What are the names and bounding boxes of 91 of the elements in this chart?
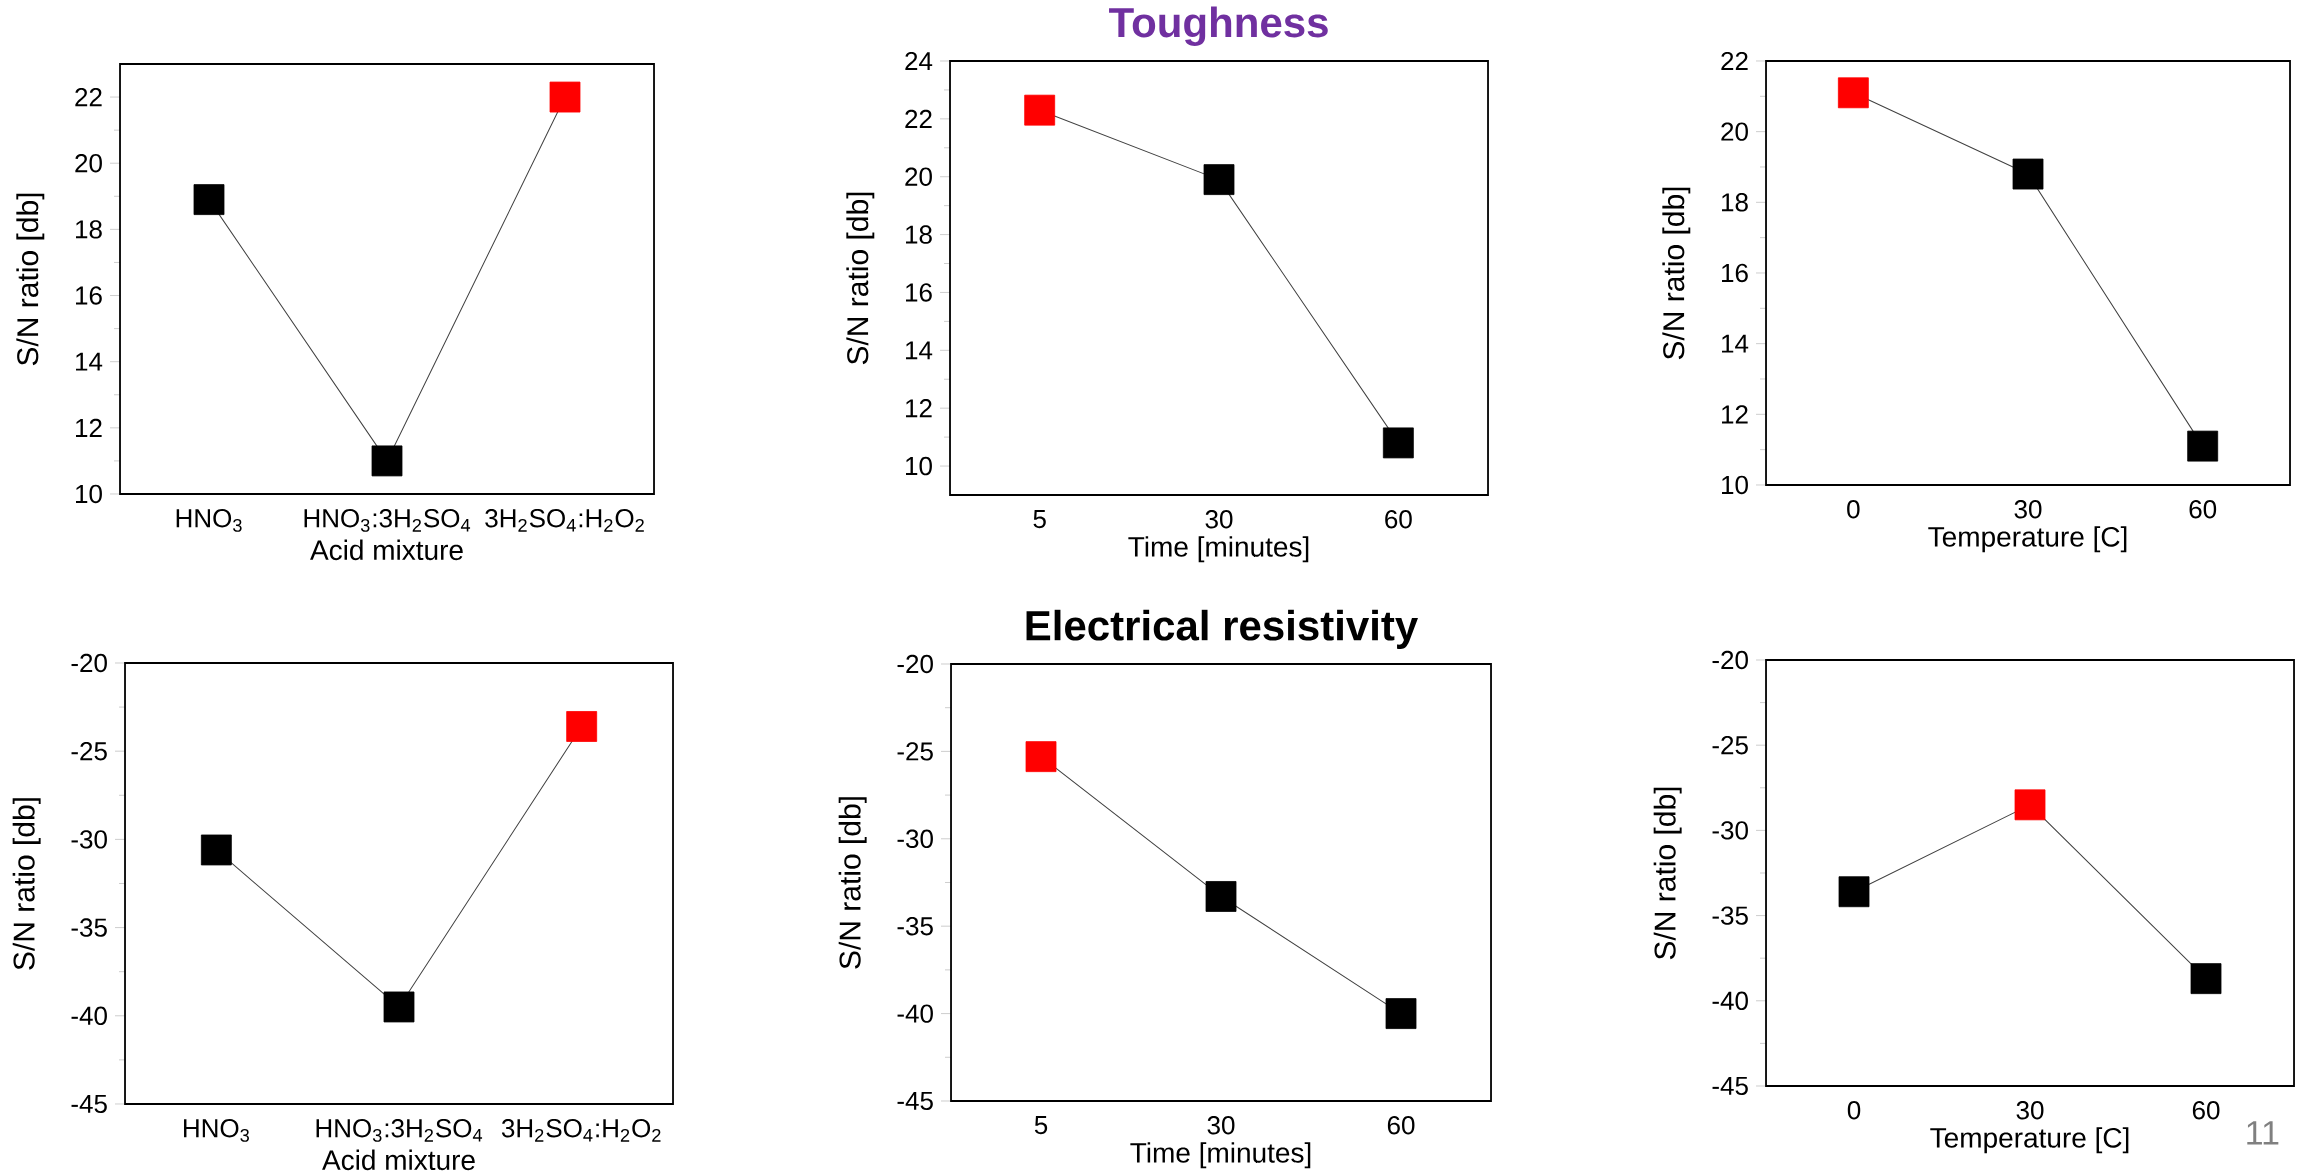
x-tick-label: HNO$_{3}$ bbox=[176, 509, 242, 532]
x-tick-label: 30 bbox=[1205, 510, 1233, 529]
x-tick-label: 3H$_{2}$SO$_{4}$:H$_{2}$O$_{2}$ bbox=[485, 509, 644, 532]
y-tick-label: -45 bbox=[1712, 1076, 1748, 1096]
x-tick-label: 60 bbox=[1387, 1116, 1415, 1135]
point bbox=[1203, 164, 1235, 196]
x-tick-label: HNO$_{3}$ bbox=[184, 1119, 249, 1142]
point bbox=[2190, 963, 2222, 995]
y-tick-label: -30 bbox=[897, 829, 933, 848]
point bbox=[1382, 427, 1414, 459]
y-tick-label: -20 bbox=[897, 654, 933, 674]
y-tick-label: 12 bbox=[76, 418, 102, 437]
y-tick-label: -25 bbox=[897, 742, 933, 761]
y-tick-label: -45 bbox=[897, 1091, 933, 1111]
x-tick-label: 0 bbox=[1847, 1101, 1861, 1120]
y-tick-label: 16 bbox=[1722, 263, 1748, 283]
y-axis-title: S/N ratio [db] bbox=[1662, 187, 1691, 360]
y-tick-label: -35 bbox=[71, 918, 107, 937]
y-tick-label: 18 bbox=[76, 220, 102, 239]
y-tick-label: -40 bbox=[71, 1006, 107, 1025]
y-tick-label: 24 bbox=[905, 51, 933, 71]
x-tick-label: 30 bbox=[2016, 1101, 2044, 1120]
y-tick-label: 14 bbox=[1722, 334, 1749, 353]
point bbox=[200, 834, 232, 866]
x-axis-title: Temperature [C] bbox=[1928, 526, 2127, 553]
x-tick-label: 60 bbox=[1385, 510, 1412, 529]
chart-title: Toughness bbox=[1109, 6, 1328, 46]
x-tick-label: 60 bbox=[2189, 500, 2217, 519]
y-tick-label: 10 bbox=[76, 484, 102, 504]
y-tick-label: 10 bbox=[906, 456, 932, 476]
text: 11 bbox=[2247, 1121, 2279, 1145]
y-tick-label: 18 bbox=[906, 225, 932, 244]
y-tick-label: 12 bbox=[1722, 405, 1748, 424]
y-tick-label: 10 bbox=[1722, 475, 1748, 495]
y-tick-label: -25 bbox=[1712, 735, 1748, 755]
point bbox=[1024, 94, 1056, 126]
point bbox=[1838, 876, 1870, 908]
x-tick-label: HNO$_{3}$:3H$_{2}$SO$_{4}$ bbox=[316, 1119, 483, 1142]
point bbox=[193, 184, 225, 215]
y-tick-label: 22 bbox=[905, 109, 932, 128]
point bbox=[1025, 741, 1057, 773]
x-tick-label: 3H$_{2}$SO$_{4}$:H$_{2}$O$_{2}$ bbox=[501, 1119, 661, 1142]
y-tick-label: 16 bbox=[76, 286, 102, 305]
y-tick-label: 20 bbox=[1721, 122, 1748, 141]
x-axis-title: Acid mixture bbox=[322, 1149, 475, 1171]
y-tick-label: 20 bbox=[75, 154, 102, 173]
y-tick-label: -30 bbox=[71, 830, 107, 849]
point bbox=[1837, 77, 1869, 109]
y-axis-title: S/N ratio [db] bbox=[12, 798, 41, 970]
y-tick-label: 14 bbox=[76, 352, 103, 371]
point bbox=[371, 445, 403, 477]
y-tick-label: -40 bbox=[897, 1004, 933, 1023]
x-tick-label: 5 bbox=[1033, 510, 1046, 529]
y-tick-label: -35 bbox=[1712, 906, 1748, 925]
y-tick-label: 22 bbox=[1721, 51, 1748, 71]
x-tick-label: 60 bbox=[2192, 1101, 2220, 1120]
x-axis-title: Time [minutes] bbox=[1130, 1142, 1311, 1169]
y-tick-label: 12 bbox=[906, 399, 932, 418]
point bbox=[383, 991, 415, 1023]
y-axis-title: S/N ratio [db] bbox=[838, 797, 867, 969]
y-tick-label: 14 bbox=[906, 341, 933, 360]
point bbox=[1385, 998, 1417, 1029]
point bbox=[2012, 158, 2044, 190]
y-tick-label: -40 bbox=[1712, 991, 1748, 1010]
x-tick-label: 0 bbox=[1847, 500, 1860, 519]
x-axis-title: Acid mixture bbox=[310, 539, 463, 561]
x-axis-title: Temperature [C] bbox=[1930, 1127, 2129, 1154]
point bbox=[1205, 881, 1237, 912]
y-tick-label: -45 bbox=[71, 1094, 107, 1114]
y-tick-label: -25 bbox=[71, 741, 107, 761]
point bbox=[549, 81, 581, 113]
y-tick-label: 20 bbox=[905, 167, 932, 186]
point bbox=[2014, 789, 2046, 821]
x-tick-label: 30 bbox=[1207, 1116, 1235, 1135]
x-tick-label: HNO$_{3}$:3H$_{2}$SO$_{4}$ bbox=[304, 509, 471, 532]
y-tick-label: -20 bbox=[71, 653, 107, 673]
y-tick-label: 18 bbox=[1722, 193, 1748, 212]
y-tick-label: -20 bbox=[1712, 650, 1748, 670]
y-axis-title: S/N ratio [db] bbox=[16, 193, 45, 366]
y-tick-label: 16 bbox=[906, 283, 932, 302]
y-tick-label: 22 bbox=[75, 87, 102, 107]
x-tick-label: 5 bbox=[1034, 1116, 1048, 1135]
y-tick-label: -30 bbox=[1712, 821, 1748, 840]
x-tick-label: 30 bbox=[2014, 500, 2042, 519]
y-axis-title: S/N ratio [db] bbox=[846, 192, 875, 365]
x-axis-title: Time [minutes] bbox=[1128, 536, 1309, 563]
y-axis-title: S/N ratio [db] bbox=[1653, 787, 1682, 960]
chart-title: Electrical resistivity bbox=[1026, 609, 1418, 649]
y-tick-label: -35 bbox=[897, 916, 933, 936]
point bbox=[2187, 430, 2219, 462]
point bbox=[566, 711, 598, 742]
